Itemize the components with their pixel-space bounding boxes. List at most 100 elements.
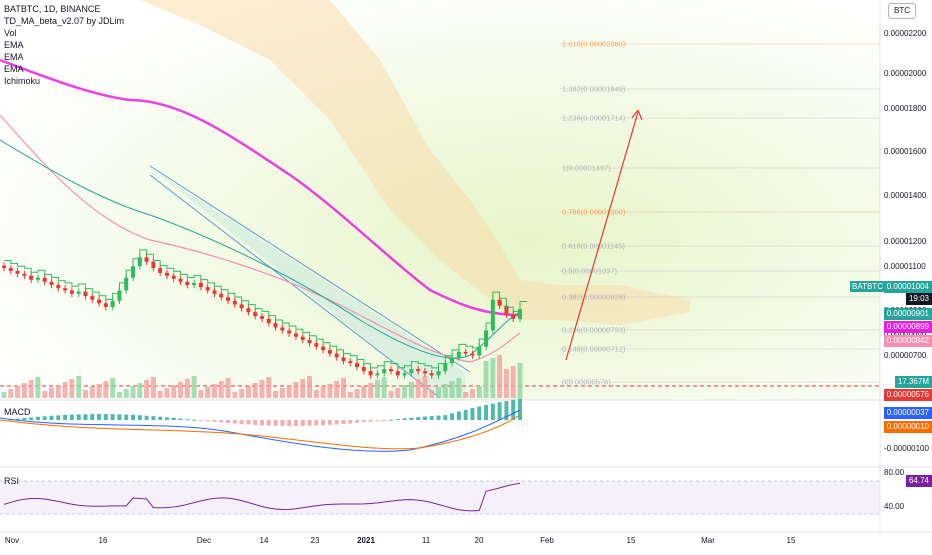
price-axis-tick: 0.00001400 [884, 191, 927, 200]
volume-bar [266, 377, 272, 398]
macd-histogram-bar [382, 420, 387, 421]
currency-button[interactable]: BTC [888, 3, 916, 19]
countdown-chip: 19:03 [905, 293, 932, 305]
legend-indicator-vol[interactable]: Vol [4, 28, 17, 38]
macd-histogram-bar [103, 414, 108, 420]
candle-body [402, 373, 407, 376]
volume-bar [463, 392, 469, 398]
macd-histogram-bar [239, 420, 244, 425]
macd-histogram-bar [341, 420, 346, 424]
volume-bar [517, 363, 523, 398]
rsi-label[interactable]: RSI [4, 476, 20, 486]
macd-histogram-bar [69, 414, 74, 420]
volume-bar [340, 378, 346, 398]
legend-indicator-ichimoku[interactable]: Ichimoku [4, 76, 41, 86]
volume-bar [483, 361, 489, 398]
candle-body [293, 333, 298, 337]
candle-body [456, 351, 461, 358]
channel-lower-line [149, 174, 441, 399]
time-axis-tick: 2021 [357, 536, 375, 545]
macd-histogram-bar [131, 414, 135, 420]
legend-symbol[interactable]: BATBTC, 1D, BINANCE [4, 4, 101, 14]
volume-bar [211, 384, 217, 398]
candle-body [436, 371, 441, 376]
macd-histogram-bar [321, 420, 326, 426]
candle-body [246, 308, 251, 313]
candle-body [76, 291, 81, 294]
volume-bar [28, 380, 34, 398]
candle-body [314, 343, 319, 347]
volume-bar [300, 379, 306, 398]
volume-bar [157, 391, 163, 398]
candle-body [273, 323, 278, 328]
volume-bar [225, 378, 231, 398]
volume-bar [239, 389, 245, 398]
candle-body [185, 281, 190, 286]
candle-body [348, 361, 353, 364]
macd-histogram-bar [456, 411, 461, 420]
legend-indicator-ema[interactable]: EMA [4, 64, 24, 74]
volume-bar [252, 383, 258, 398]
candle-body [90, 296, 95, 300]
time-axis-tick: 11 [422, 536, 431, 545]
ema-chip-1: 0.00000901 [883, 308, 932, 320]
volume-bar [415, 379, 421, 398]
volume-bar [245, 386, 251, 398]
legend-indicator-ema[interactable]: EMA [4, 40, 24, 50]
candle-body [253, 312, 258, 317]
volume-bar [354, 389, 360, 398]
volume-bar [313, 390, 319, 398]
macd-histogram-bar [185, 419, 190, 421]
candle-body [429, 373, 434, 376]
time-axis-tick: 15 [627, 536, 636, 545]
volume-bar [198, 390, 204, 398]
legend-indicator-ema[interactable]: EMA [4, 52, 24, 62]
volume-bar [191, 376, 197, 398]
macd-histogram-bar [178, 418, 183, 420]
macd-histogram-bar [83, 414, 88, 420]
macd-histogram-bar [63, 414, 68, 420]
candle-body [307, 339, 312, 344]
volume-bar [123, 389, 129, 398]
legend-indicator-td[interactable]: TD_MA_beta_v2.07 by JDLim [4, 16, 125, 26]
candle-body [477, 346, 482, 356]
macd-label[interactable]: MACD [4, 407, 31, 417]
candle-body [137, 257, 142, 267]
volume-bar [164, 388, 170, 398]
volume-bar [490, 358, 496, 398]
volume-bar [402, 385, 408, 398]
volume-bar [510, 366, 516, 398]
candle-body [198, 282, 203, 288]
volume-bar [408, 382, 414, 398]
rsi-chip: 64.74 [905, 475, 932, 487]
macd-pane [0, 401, 880, 465]
candle-body [69, 290, 74, 294]
candle-body [158, 268, 163, 273]
macd-histogram-bar [518, 398, 522, 420]
volume-chip: 17.367M [894, 376, 932, 388]
macd-histogram-bar [144, 415, 149, 420]
price-axis-tick: 0.00001200 [884, 237, 927, 246]
candle-body [232, 300, 237, 305]
td-step-line [4, 249, 527, 369]
volume-bar [69, 379, 75, 398]
fib-level-label: 1(0.00001497) [562, 164, 611, 173]
macd-histogram-bar [253, 420, 258, 425]
ichimoku-cloud [140, 0, 690, 325]
macd-histogram-bar [511, 399, 516, 420]
fib-level-label: 0.382(0.00000928) [562, 293, 626, 302]
rsi-axis-tick: 40.00 [884, 502, 905, 511]
candle-body [22, 273, 27, 276]
volume-bar [116, 392, 122, 398]
macd-histogram-bar [402, 418, 407, 420]
fib-level-label: 0(0.00000576) [562, 378, 611, 387]
candle-body [164, 272, 169, 276]
candle-body [2, 265, 6, 269]
macd-histogram-bar [164, 417, 169, 420]
macd-histogram-bar [463, 409, 468, 420]
volume-bar [374, 380, 380, 398]
macd-histogram-bar [15, 418, 20, 420]
ema-long-line [0, 58, 521, 317]
